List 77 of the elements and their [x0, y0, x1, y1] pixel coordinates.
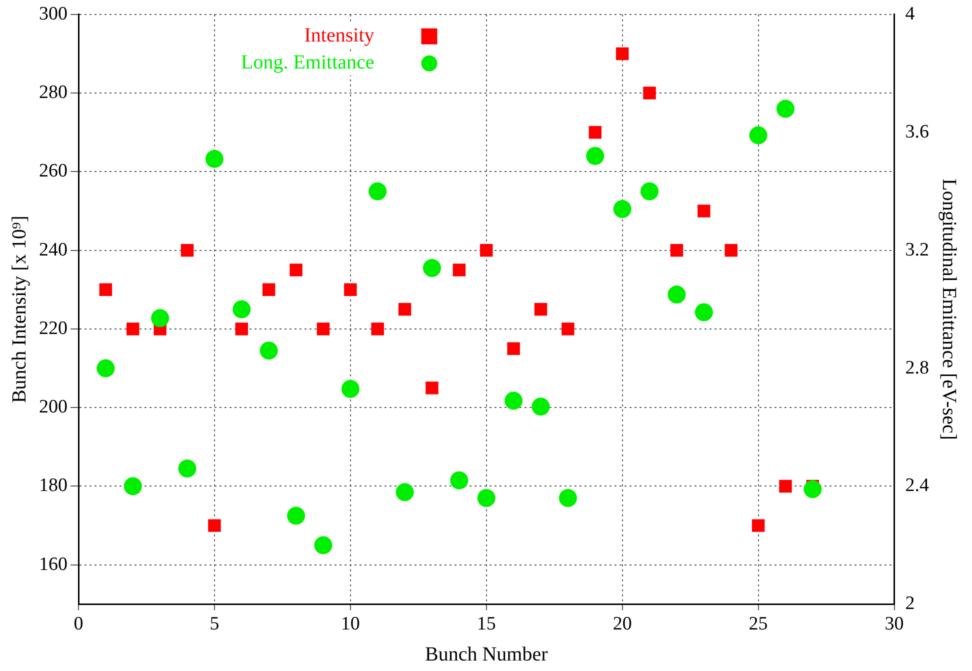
- point: [616, 47, 629, 60]
- y2-tick-label: 3.2: [905, 239, 929, 260]
- point: [668, 286, 686, 304]
- point: [450, 471, 468, 490]
- point: [586, 146, 604, 165]
- y-tick-label: 240: [39, 239, 68, 260]
- x-tick-label: 30: [884, 614, 904, 635]
- point: [558, 489, 577, 508]
- y-tick-label: 220: [39, 318, 68, 339]
- point: [126, 322, 140, 336]
- point: [396, 483, 414, 502]
- point: [124, 477, 142, 496]
- point: [290, 264, 302, 276]
- point: [776, 100, 794, 118]
- point: [341, 380, 360, 398]
- point: [480, 244, 493, 257]
- point: [804, 480, 822, 498]
- x-axis-title: Bunch Number: [424, 643, 548, 666]
- legend-label: Long. Emittance: [240, 52, 374, 74]
- point: [151, 309, 170, 328]
- y-tick-label: 300: [39, 3, 68, 24]
- y-tick-label: 180: [39, 475, 68, 496]
- y-tick-label: 260: [39, 160, 68, 182]
- point: [507, 342, 520, 355]
- y-tick-label: 200: [39, 396, 68, 418]
- point: [178, 460, 196, 478]
- point: [422, 259, 441, 278]
- point: [180, 244, 194, 257]
- x-tick-label: 20: [612, 614, 632, 635]
- point: [208, 519, 221, 532]
- point: [504, 392, 523, 410]
- point: [562, 322, 574, 336]
- point: [262, 283, 276, 296]
- point: [314, 536, 332, 554]
- y-tick-label: 280: [39, 82, 68, 104]
- point: [477, 489, 496, 508]
- x-tick-label: 25: [748, 614, 768, 635]
- point: [344, 283, 357, 296]
- x-tick-label: 5: [210, 614, 220, 635]
- y2-tick-label: 2.4: [905, 475, 930, 496]
- point: [235, 322, 248, 336]
- x-tick-label: 15: [476, 614, 496, 635]
- point: [368, 182, 387, 200]
- point: [640, 182, 659, 200]
- point: [724, 244, 738, 257]
- point: [670, 244, 684, 257]
- x-tick-label: 0: [74, 614, 84, 635]
- point: [694, 303, 713, 322]
- point: [752, 519, 765, 532]
- point: [96, 359, 115, 378]
- point: [426, 382, 438, 394]
- y-axis-title: Bunch Intensity [x 10⁹]: [8, 216, 30, 404]
- point: [588, 126, 602, 139]
- y2-tick-label: 3.6: [905, 121, 929, 142]
- point: [613, 200, 632, 218]
- point: [749, 126, 768, 144]
- point: [316, 322, 330, 336]
- y2-tick-label: 2.8: [905, 357, 929, 378]
- point: [287, 506, 306, 525]
- point: [779, 480, 792, 493]
- point: [260, 342, 278, 360]
- point: [99, 283, 112, 296]
- y2-axis-title: Longitudinal Emittance [eV-sec]: [938, 178, 960, 440]
- point: [532, 398, 550, 416]
- y2-tick-label: 2: [905, 593, 915, 614]
- legend-label: Intensity: [304, 24, 374, 47]
- y-tick-label: 160: [39, 554, 68, 575]
- point: [643, 86, 656, 100]
- point: [398, 302, 412, 316]
- point: [371, 322, 384, 336]
- x-tick-label: 10: [340, 614, 360, 635]
- y2-tick-label: 4: [905, 3, 916, 24]
- point: [452, 264, 466, 276]
- point: [698, 204, 710, 218]
- point: [534, 302, 548, 316]
- point: [205, 150, 224, 168]
- point: [232, 300, 251, 318]
